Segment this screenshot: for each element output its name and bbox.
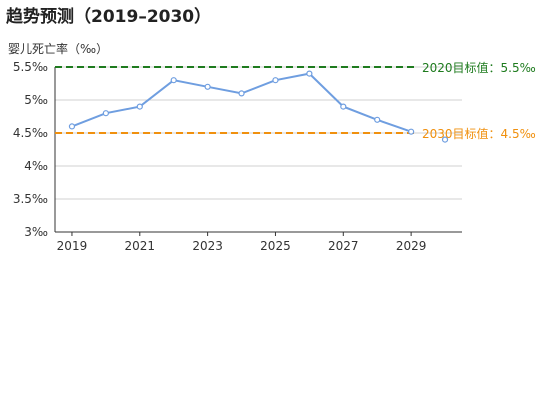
reference-line-label: 2020目标值：5.5‰ [422, 60, 536, 75]
data-point [441, 136, 449, 143]
y-tick-label: 3‰ [24, 225, 48, 239]
y-axis-label: 婴儿死亡率（‰） [8, 42, 109, 56]
y-tick-label: 5‰ [24, 93, 48, 107]
x-tick-label: 2023 [192, 239, 223, 253]
data-point [204, 83, 211, 90]
data-point [340, 103, 347, 110]
data-point [136, 103, 143, 110]
data-point [68, 123, 76, 130]
data-point [102, 110, 109, 117]
x-tick-label: 2019 [57, 239, 88, 253]
reference-line-label: 2030目标值：4.5‰ [422, 126, 536, 141]
chart-title: 趋势预测（2019–2030） [6, 7, 212, 27]
y-tick-label: 4‰ [24, 159, 48, 173]
x-tick-label: 2027 [328, 239, 359, 253]
x-tick-label: 2029 [396, 239, 427, 253]
x-tick-label: 2025 [260, 239, 291, 253]
data-point [238, 90, 245, 97]
data-point [374, 116, 381, 123]
data-point [170, 77, 177, 84]
series-line [71, 72, 412, 133]
y-tick-label: 4.5‰ [13, 126, 48, 140]
data-point [272, 77, 279, 84]
x-tick-label: 2021 [125, 239, 156, 253]
y-tick-label: 3.5‰ [13, 192, 48, 206]
data-point [408, 128, 415, 135]
data-point [306, 70, 313, 77]
y-tick-label: 5.5‰ [13, 60, 48, 74]
